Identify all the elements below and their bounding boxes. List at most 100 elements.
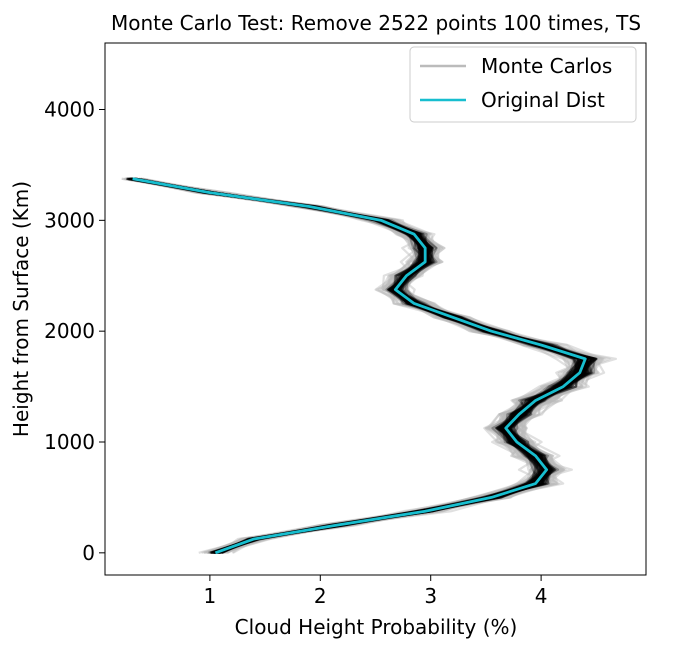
monte-carlo-line [126, 177, 598, 554]
monte-carlo-line [133, 177, 587, 554]
monte-carlo-line [134, 177, 594, 554]
monte-carlo-line [129, 177, 599, 554]
monte-carlo-line [132, 177, 590, 554]
monte-carlo-line [130, 177, 595, 554]
monte-carlo-line [125, 177, 590, 554]
monte-carlo-line [129, 177, 587, 554]
monte-carlo-line [131, 177, 587, 554]
monte-carlo-line [131, 177, 598, 554]
monte-carlo-line [133, 177, 595, 554]
monte-carlo-line [130, 177, 600, 554]
monte-carlo-line [132, 177, 583, 554]
monte-carlo-line [133, 177, 587, 554]
monte-carlo-line [126, 177, 587, 554]
monte-carlo-line [127, 177, 580, 554]
monte-carlo-line [134, 177, 583, 554]
monte-carlo-line [142, 177, 595, 554]
monte-carlo-line [133, 177, 590, 554]
monte-carlo-line [133, 177, 589, 554]
monte-carlo-line [136, 177, 599, 554]
monte-carlo-line [129, 177, 593, 554]
monte-carlo-line [131, 177, 595, 554]
legend: Monte Carlos Original Dist [409, 46, 637, 123]
monte-carlo-line [132, 177, 593, 554]
monte-carlo-line [137, 177, 591, 554]
monte-carlo-line [143, 177, 588, 554]
monte-carlo-line [133, 177, 588, 554]
monte-carlo-line [135, 177, 590, 554]
monte-carlo-line [132, 177, 584, 554]
monte-carlo-line [130, 177, 587, 554]
monte-carlo-line [133, 177, 601, 554]
monte-carlo-line [131, 177, 586, 554]
monte-carlo-line [128, 177, 585, 554]
monte-carlo-line [130, 177, 605, 554]
monte-carlo-line [134, 177, 586, 554]
monte-carlo-line [129, 177, 595, 554]
monte-carlo-line [131, 177, 586, 554]
monte-carlo-line [130, 177, 593, 554]
chart-title: Monte Carlo Test: Remove 2522 points 100… [111, 11, 641, 35]
monte-carlo-line [133, 177, 592, 554]
original-dist-line [132, 177, 587, 555]
monte-carlo-line [127, 177, 578, 554]
monte-carlo-line [135, 177, 591, 554]
monte-carlo-line [130, 177, 598, 554]
y-tick-label: 4000 [44, 98, 95, 122]
monte-carlo-line [130, 177, 586, 554]
monte-carlo-line [132, 177, 585, 554]
monte-carlo-line [135, 177, 583, 554]
monte-carlo-line [130, 177, 589, 554]
monte-carlo-line [127, 177, 590, 554]
monte-carlo-line [130, 177, 592, 554]
monte-carlo-line [134, 177, 584, 554]
monte-carlo-line [133, 177, 586, 554]
monte-carlo-line [135, 177, 594, 554]
monte-carlo-line [129, 177, 592, 554]
monte-carlo-line [133, 177, 600, 554]
monte-carlo-line [130, 177, 597, 554]
plot-frame [104, 42, 647, 576]
monte-carlo-line [128, 177, 595, 554]
monte-carlo-line [132, 177, 589, 554]
legend-label-original-dist: Original Dist [481, 88, 605, 112]
monte-carlo-line [132, 177, 617, 554]
monte-carlo-line [126, 177, 611, 554]
plot-area [121, 177, 617, 555]
x-tick-label: 2 [314, 584, 327, 608]
monte-carlo-line [133, 177, 583, 554]
monte-carlo-line [131, 177, 585, 554]
monte-carlo-line [132, 177, 585, 554]
monte-carlo-line [140, 177, 606, 554]
monte-carlo-line [131, 177, 586, 554]
monte-carlo-line [130, 177, 591, 554]
monte-carlo-line [133, 177, 596, 554]
monte-carlo-line [134, 177, 587, 554]
monte-carlo-line [131, 177, 588, 554]
monte-carlo-line [135, 177, 584, 554]
monte-carlo-line [134, 177, 589, 554]
monte-carlo-line [138, 177, 578, 554]
x-axis: 1 2 3 4 [204, 575, 547, 608]
monte-carlo-line [129, 177, 580, 554]
monte-carlo-line [128, 177, 590, 554]
monte-carlo-line [128, 177, 588, 554]
monte-carlo-line [133, 177, 595, 554]
monte-carlo-line [136, 177, 588, 554]
monte-carlo-line [125, 177, 589, 554]
monte-carlo-line [140, 177, 588, 554]
monte-carlo-line [133, 177, 591, 554]
monte-carlo-line [131, 177, 593, 554]
legend-box [409, 46, 637, 123]
monte-carlo-line [129, 177, 589, 554]
monte-carlo-line [130, 177, 585, 554]
x-tick-label: 3 [424, 584, 437, 608]
monte-carlo-line [138, 177, 593, 554]
monte-carlo-line [132, 177, 590, 554]
monte-carlo-line [129, 177, 588, 554]
monte-carlo-line [135, 177, 590, 554]
monte-carlo-line [139, 177, 595, 554]
monte-carlo-line [131, 177, 600, 554]
legend-label-monte-carlos: Monte Carlos [481, 54, 612, 78]
